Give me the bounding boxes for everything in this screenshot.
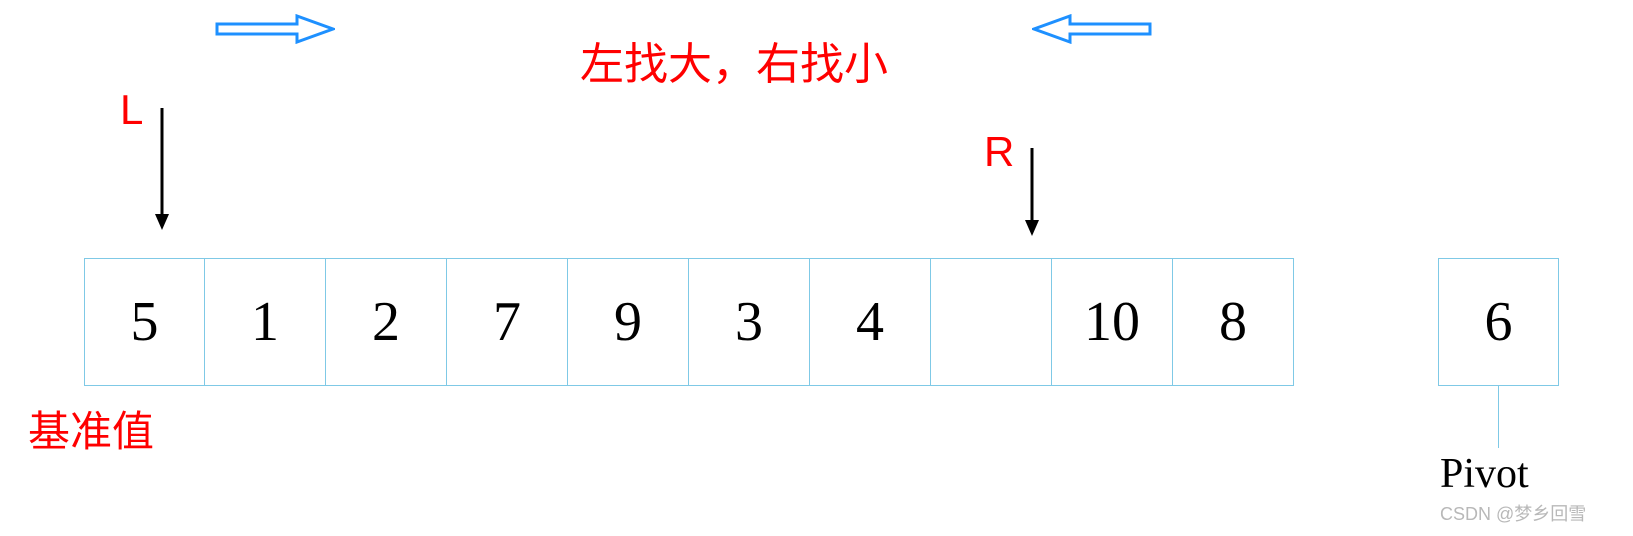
direction-arrow-left	[1032, 14, 1152, 44]
pointer-arrow-l	[152, 108, 172, 237]
cell-5: 3	[689, 258, 810, 386]
strategy-title: 左找大，右找小	[580, 28, 888, 92]
cell-4: 9	[568, 258, 689, 386]
pointer-label-r: R	[984, 128, 1014, 176]
pointer-arrow-r	[1022, 148, 1042, 243]
cell-7	[931, 258, 1052, 386]
array-cells: 5 1 2 7 9 3 4 10 8	[84, 258, 1294, 386]
pivot-cell: 6	[1438, 258, 1559, 386]
base-value-label: 基准值	[28, 398, 154, 459]
cell-0: 5	[84, 258, 205, 386]
cell-9: 8	[1173, 258, 1294, 386]
pivot-label: Pivot	[1440, 450, 1529, 498]
watermark-text: CSDN @梦乡回雪	[1440, 500, 1586, 526]
cell-6: 4	[810, 258, 931, 386]
cell-3: 7	[447, 258, 568, 386]
cell-8: 10	[1052, 258, 1173, 386]
direction-arrow-right	[215, 14, 335, 44]
diagram-stage: 左找大，右找小 L R 5 1 2 7 9 3 4 10	[0, 0, 1633, 536]
cell-1: 1	[205, 258, 326, 386]
cell-2: 2	[326, 258, 447, 386]
pointer-label-l: L	[120, 86, 143, 134]
pivot-connector	[1498, 386, 1499, 448]
